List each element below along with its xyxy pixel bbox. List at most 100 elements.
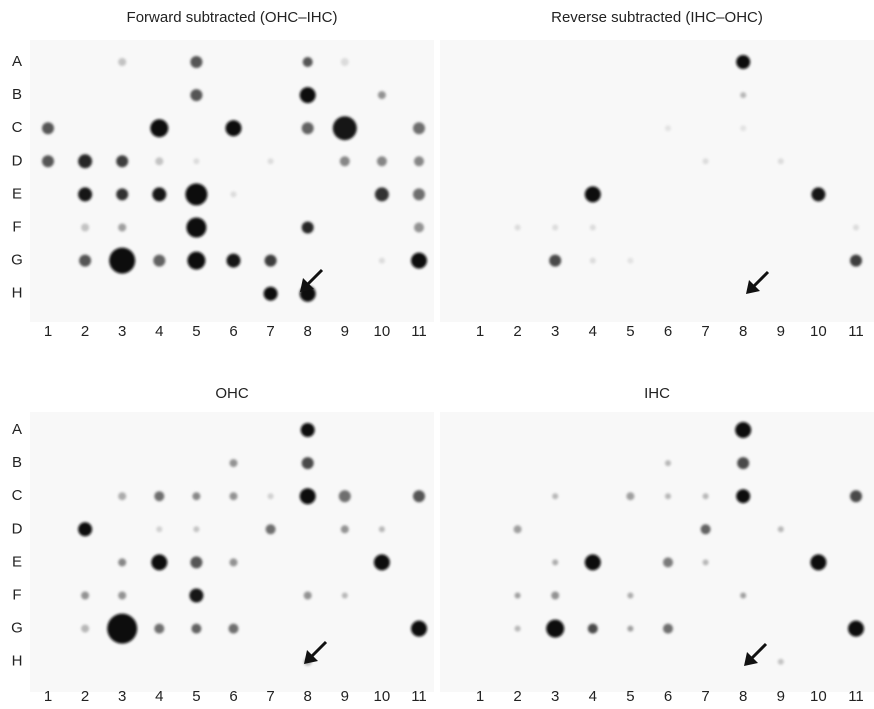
dot <box>514 592 521 599</box>
dot <box>411 252 427 269</box>
dot <box>811 187 826 202</box>
column-label: 1 <box>44 323 52 340</box>
dot <box>267 493 274 500</box>
dot <box>340 58 349 66</box>
dot <box>193 158 200 165</box>
dot <box>78 154 93 169</box>
dot <box>627 625 634 632</box>
column-label: 2 <box>81 688 89 704</box>
column-label: 11 <box>411 323 427 340</box>
dot <box>303 591 312 600</box>
row-label: E <box>12 553 22 570</box>
column-label: 6 <box>664 323 672 340</box>
column-label: 9 <box>341 323 349 340</box>
arrow-head <box>744 652 758 666</box>
dot <box>191 623 202 634</box>
dot <box>735 422 752 438</box>
dot <box>153 254 166 267</box>
blot-image <box>440 412 874 692</box>
dot <box>267 158 274 165</box>
column-label: 3 <box>118 688 126 704</box>
dot <box>411 620 427 637</box>
column-label: 6 <box>229 688 237 704</box>
dot <box>265 524 276 535</box>
row-label: B <box>12 454 22 471</box>
column-label: 4 <box>589 323 597 340</box>
column-label: 1 <box>476 688 484 704</box>
dot <box>777 658 784 665</box>
column-label: 1 <box>476 323 484 340</box>
panel-title: Reverse subtracted (IHC–OHC) <box>551 9 763 26</box>
dot <box>414 156 424 167</box>
dot <box>377 91 386 100</box>
dot <box>546 619 565 638</box>
dot <box>264 254 277 267</box>
dot <box>81 591 90 600</box>
dot <box>81 223 90 232</box>
dot <box>229 459 238 468</box>
row-label: G <box>11 252 23 269</box>
dot <box>663 557 673 568</box>
column-label: 4 <box>155 323 163 340</box>
dot <box>740 592 747 599</box>
dot <box>78 522 93 537</box>
dot <box>551 591 560 600</box>
row-label: A <box>12 421 22 438</box>
dot <box>702 559 709 566</box>
dot <box>152 187 167 202</box>
dot <box>42 122 54 135</box>
column-label: 8 <box>739 323 747 340</box>
column-label: 5 <box>626 323 634 340</box>
column-label: 1 <box>44 688 52 704</box>
column-label: 2 <box>513 323 521 340</box>
dot <box>190 89 203 102</box>
dot <box>185 183 208 206</box>
row-label: F <box>12 586 21 603</box>
column-label: 7 <box>266 323 274 340</box>
column-label: 6 <box>229 323 237 340</box>
dot <box>301 221 314 234</box>
dot <box>42 155 54 168</box>
dot <box>230 191 237 198</box>
blot-image <box>30 40 434 322</box>
panel-title: OHC <box>215 385 249 402</box>
column-label: 7 <box>266 688 274 704</box>
dot <box>627 257 634 264</box>
dot <box>150 119 169 138</box>
row-label: H <box>12 285 23 302</box>
column-label: 5 <box>626 688 634 704</box>
dot <box>189 588 204 603</box>
dot <box>193 526 200 533</box>
dot <box>736 55 751 69</box>
dot <box>118 591 127 600</box>
dot <box>552 493 559 500</box>
dot <box>702 493 709 500</box>
column-label: 9 <box>777 688 785 704</box>
dot <box>118 58 127 66</box>
dot <box>777 158 784 165</box>
column-label: 3 <box>551 323 559 340</box>
row-label: G <box>11 620 23 637</box>
dot <box>665 125 671 132</box>
dot <box>156 526 163 533</box>
dot <box>549 254 562 267</box>
dot <box>850 254 862 267</box>
column-label: 9 <box>777 323 785 340</box>
dot <box>848 620 864 637</box>
column-label: 11 <box>848 688 864 704</box>
dot <box>263 286 278 301</box>
panel-title: IHC <box>644 385 670 402</box>
dot <box>514 625 521 632</box>
column-label: 3 <box>551 688 559 704</box>
dot <box>229 492 238 501</box>
dot <box>552 224 559 231</box>
dot <box>514 224 521 231</box>
dot <box>810 554 827 571</box>
dot <box>190 556 203 569</box>
column-label: 8 <box>739 688 747 704</box>
row-label: H <box>12 653 23 670</box>
dot <box>151 554 168 571</box>
dot <box>187 251 206 270</box>
column-label: 6 <box>664 688 672 704</box>
